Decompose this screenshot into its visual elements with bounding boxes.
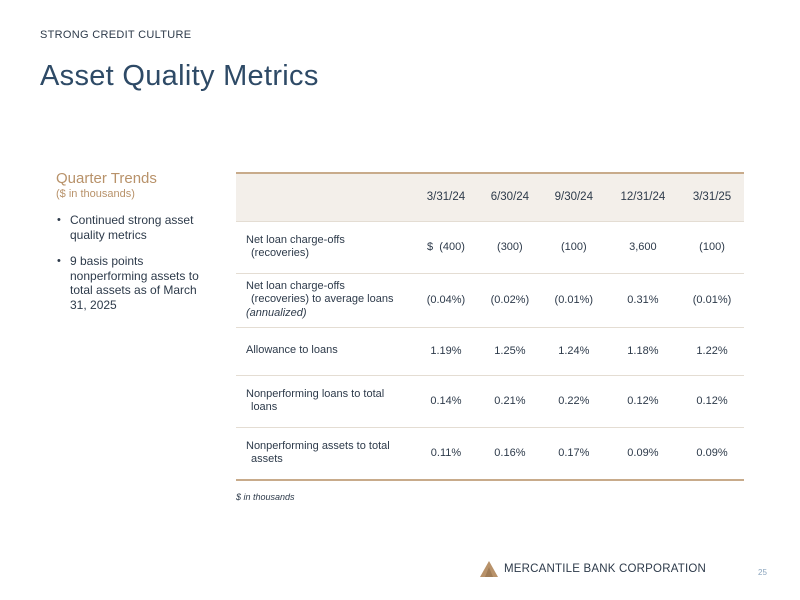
- table-cell: 0.11%: [414, 426, 478, 481]
- row-label-note: (annualized): [246, 306, 307, 319]
- table-cell: 0.12%: [605, 374, 681, 427]
- page-number: 25: [758, 568, 767, 577]
- table-row: Nonperforming loans to total loans 0.14%…: [236, 374, 744, 427]
- table-cell: $ (400): [414, 220, 478, 273]
- table-cell: 0.21%: [477, 374, 542, 427]
- table-cell: (300): [477, 220, 542, 273]
- section-kicker: STRONG CREDIT CULTURE: [40, 29, 192, 41]
- bullet-item: 9 basis points nonperforming assets to t…: [56, 254, 216, 312]
- row-label-line: Net loan charge-offs: [246, 279, 345, 292]
- table-cell: 0.09%: [680, 426, 744, 481]
- company-logo: MERCANTILE BANK CORPORATION: [480, 561, 706, 577]
- table-cell: 3,600: [605, 220, 681, 273]
- table-cell: 1.25%: [477, 326, 542, 375]
- table-cell: 0.17%: [541, 426, 606, 481]
- row-label-line: (recoveries) to average loans: [251, 293, 394, 306]
- table-cell: 0.09%: [605, 426, 681, 481]
- row-label-line: Net loan charge-offs: [246, 233, 345, 246]
- table-cell: (0.02%): [477, 272, 542, 327]
- table-footnote: $ in thousands: [236, 492, 295, 502]
- table-cell: (0.01%): [541, 272, 606, 327]
- table-cell: 0.14%: [414, 374, 478, 427]
- column-header: 3/31/24: [426, 191, 466, 204]
- row-label-line: (recoveries): [251, 247, 310, 259]
- column-header: 6/30/24: [490, 191, 530, 204]
- table-cell: (100): [541, 220, 606, 273]
- quarter-trends-panel: Quarter Trends ($ in thousands) Continue…: [56, 170, 216, 324]
- metrics-table: 3/31/24 6/30/24 9/30/24 12/31/24 3/31/25…: [236, 172, 744, 481]
- bullet-item: Continued strong asset quality metrics: [56, 213, 216, 242]
- row-label: Nonperforming loans to total loans: [236, 374, 414, 427]
- table-cell: (0.04%): [414, 272, 478, 327]
- table-cell: 0.12%: [680, 374, 744, 427]
- page-title: Asset Quality Metrics: [40, 60, 319, 92]
- table-row: Allowance to loans 1.19% 1.25% 1.24% 1.1…: [236, 326, 744, 375]
- table-row: Nonperforming assets to total assets 0.1…: [236, 426, 744, 481]
- company-name: MERCANTILE BANK CORPORATION: [504, 563, 706, 575]
- row-label-line: loans: [251, 401, 278, 413]
- table-cell: 0.16%: [477, 426, 542, 481]
- column-header: 9/30/24: [554, 191, 593, 204]
- bullet-list: Continued strong asset quality metrics 9…: [56, 213, 216, 312]
- table-cell: 0.31%: [605, 272, 681, 327]
- table-cell: (0.01%): [680, 272, 744, 327]
- panel-title: Quarter Trends: [56, 170, 157, 187]
- table-row: Net loan charge-offs (recoveries) $ (400…: [236, 220, 744, 273]
- row-label-line: Allowance to loans: [246, 344, 338, 357]
- table-cell: 1.19%: [414, 326, 478, 375]
- row-label: Net loan charge-offs (recoveries) to ave…: [236, 272, 414, 327]
- table-cell: 0.22%: [541, 374, 606, 427]
- row-label-line: Nonperforming loans to total: [246, 387, 385, 400]
- row-label: Nonperforming assets to total assets: [236, 426, 414, 481]
- panel-subtitle: ($ in thousands): [56, 188, 135, 200]
- row-label-line: Nonperforming assets to total: [246, 439, 390, 452]
- table-cell: 1.24%: [541, 326, 606, 375]
- table-row: Net loan charge-offs (recoveries) to ave…: [236, 272, 744, 327]
- row-label: Allowance to loans: [236, 326, 414, 375]
- header-label-cell: [236, 173, 414, 221]
- table-cell: 1.22%: [680, 326, 744, 375]
- row-label-line: assets: [251, 453, 283, 466]
- table-header-row: 3/31/24 6/30/24 9/30/24 12/31/24 3/31/25: [236, 173, 744, 221]
- table-cell: (100): [680, 220, 744, 273]
- metrics-table-container: 3/31/24 6/30/24 9/30/24 12/31/24 3/31/25…: [236, 172, 744, 481]
- column-header: 12/31/24: [620, 191, 666, 204]
- row-label: Net loan charge-offs (recoveries): [236, 220, 414, 273]
- triangle-mountain-icon: [480, 561, 498, 577]
- column-header: 3/31/25: [692, 191, 732, 204]
- table-cell: 1.18%: [605, 326, 681, 375]
